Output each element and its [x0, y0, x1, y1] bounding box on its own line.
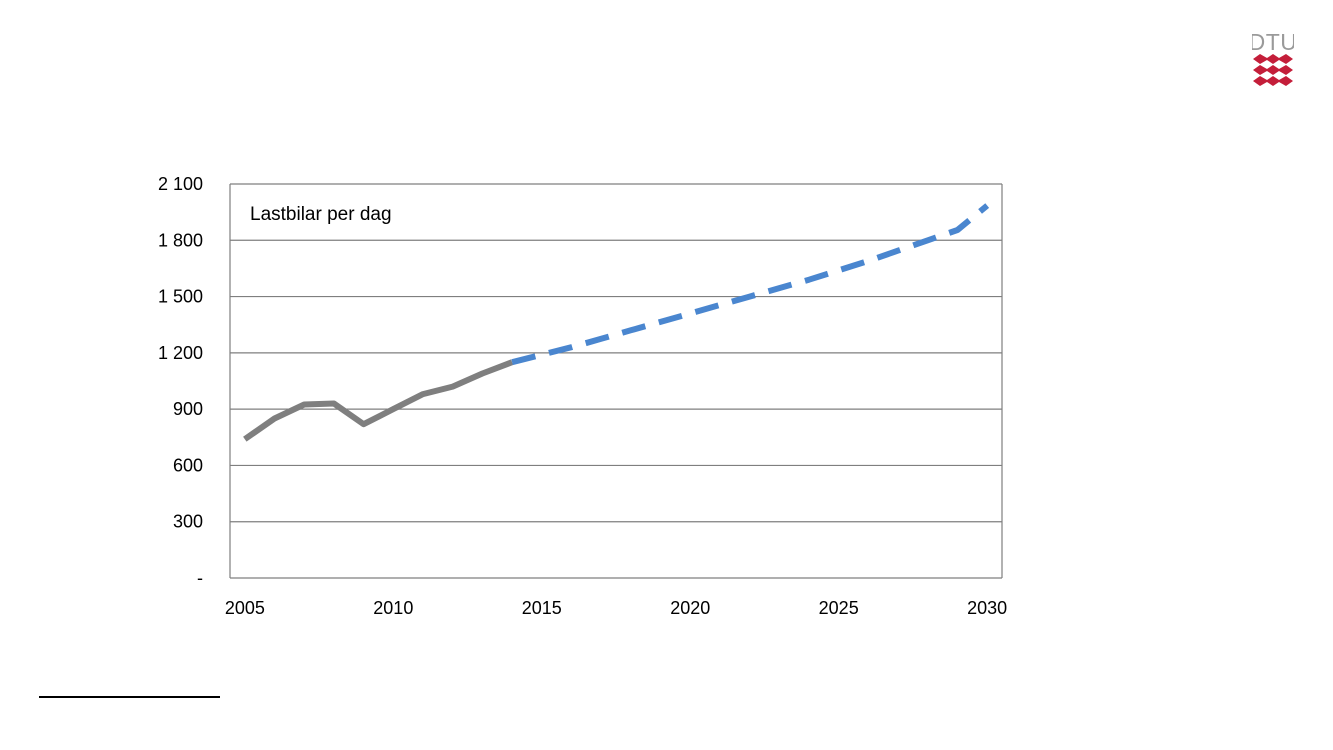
- x-tick-label: 2015: [522, 598, 562, 618]
- series-line-forecast: [511, 203, 990, 366]
- y-tick-label: 600: [173, 455, 203, 475]
- logo-text: DTU: [1252, 29, 1294, 55]
- footnote-divider: [39, 696, 220, 698]
- y-tick-label: 1 800: [158, 230, 203, 250]
- y-tick-label: 900: [173, 399, 203, 419]
- logo-band-0: [1253, 54, 1293, 64]
- logo-band-1: [1253, 65, 1293, 75]
- x-tick-label: 2025: [819, 598, 859, 618]
- y-tick-label: -: [197, 568, 203, 588]
- logo-band-2: [1253, 76, 1293, 86]
- y-tick-label: 1 200: [158, 343, 203, 363]
- tick-labels: - 300 600 900 1 200 1 500 1 800 2 100 2005 2010 20…: [158, 174, 1007, 618]
- series-line-historic: [243, 359, 514, 442]
- gridlines: [229, 183, 1003, 579]
- y-tick-label: 300: [173, 512, 203, 532]
- x-tick-label: 2010: [373, 598, 413, 618]
- dtu-mark-icon: [1253, 54, 1293, 86]
- dtu-logo: DTU: [1252, 29, 1294, 86]
- y-tick-label: 2 100: [158, 174, 203, 194]
- y-tick-label: 1 500: [158, 287, 203, 307]
- x-tick-label: 2030: [967, 598, 1007, 618]
- series-group: [243, 203, 990, 442]
- chart-annotation: Lastbilar per dag: [250, 204, 392, 225]
- x-tick-label: 2020: [670, 598, 710, 618]
- x-tick-label: 2005: [225, 598, 265, 618]
